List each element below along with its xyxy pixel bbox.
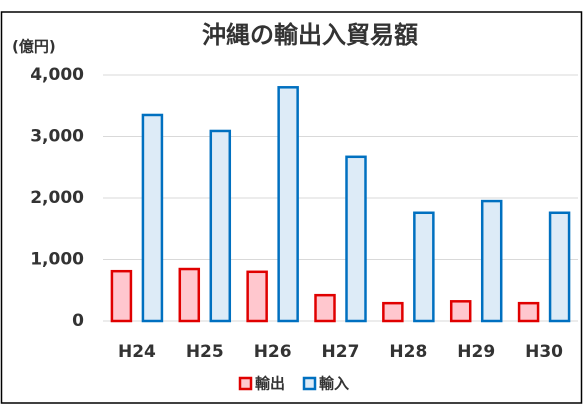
y-tick-label: 2,000 bbox=[30, 188, 84, 208]
legend-swatch bbox=[302, 376, 317, 391]
bar bbox=[382, 301, 404, 323]
bar bbox=[345, 155, 367, 323]
x-tick-label: H27 bbox=[322, 342, 360, 362]
x-tick-label: H28 bbox=[389, 342, 427, 362]
x-tick-label: H29 bbox=[457, 342, 495, 362]
legend-swatch bbox=[238, 376, 253, 391]
x-tick-label: H25 bbox=[186, 342, 224, 362]
legend-label: 輸出 bbox=[255, 375, 285, 393]
y-tick-label: 3,000 bbox=[30, 127, 84, 147]
legend-label: 輸入 bbox=[319, 375, 349, 393]
x-tick-label: H30 bbox=[525, 342, 563, 362]
bar bbox=[246, 270, 268, 323]
bar bbox=[277, 86, 299, 323]
bar bbox=[209, 129, 232, 323]
bar bbox=[178, 267, 201, 323]
y-axis-label: (億円) bbox=[12, 38, 56, 56]
y-tick-label: 1,000 bbox=[30, 250, 84, 270]
bar bbox=[141, 113, 164, 323]
x-tick-label: H26 bbox=[254, 342, 292, 362]
bar bbox=[548, 211, 571, 323]
chart-title: 沖縄の輸出入貿易額 bbox=[202, 21, 418, 49]
bar bbox=[449, 300, 472, 323]
bar bbox=[480, 199, 503, 323]
bar bbox=[413, 211, 435, 323]
bar bbox=[517, 301, 540, 323]
y-tick-label: 0 bbox=[72, 311, 84, 331]
bar bbox=[110, 269, 133, 323]
x-tick-label: H24 bbox=[118, 342, 156, 362]
bar bbox=[314, 293, 336, 323]
y-tick-label: 4,000 bbox=[30, 65, 84, 85]
